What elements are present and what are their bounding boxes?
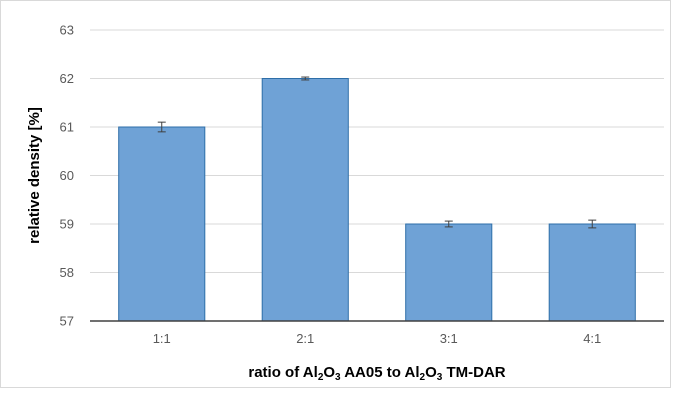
x-tick-label: 2:1 — [296, 331, 314, 346]
x-axis-title-subscript: 3 — [335, 372, 341, 383]
y-axis-title: relative density [%] — [26, 107, 43, 244]
bars — [118, 78, 636, 322]
error-bar — [301, 76, 310, 81]
x-axis-title-segment: AA05 to Al — [341, 364, 420, 381]
x-axis-title-segment: O — [323, 364, 335, 381]
bar — [118, 126, 206, 322]
y-tick-label: 60 — [60, 168, 74, 183]
y-tick-label: 57 — [60, 314, 74, 329]
bar — [548, 223, 636, 322]
y-tick-label: 58 — [60, 265, 74, 280]
x-axis-title-subscript: 2 — [318, 372, 324, 383]
bar — [405, 223, 493, 322]
x-tick-labels: 1:1 2:1 3:1 4:1 — [153, 331, 602, 346]
x-tick-label: 4:1 — [583, 331, 601, 346]
x-axis-title-segment: TM-DAR — [442, 364, 505, 381]
y-tick-label: 62 — [60, 71, 74, 86]
x-axis-title-subscript: 2 — [420, 372, 426, 383]
x-axis-title-segment: O — [425, 364, 437, 381]
x-tick-label: 3:1 — [440, 331, 458, 346]
error-bar — [157, 121, 166, 133]
y-tick-labels: 57 58 59 60 61 62 63 — [60, 23, 74, 329]
x-tick-label: 1:1 — [153, 331, 171, 346]
error-bar — [444, 220, 453, 228]
y-tick-label: 59 — [60, 217, 74, 232]
error-bar — [588, 219, 597, 229]
bar — [261, 78, 349, 322]
x-axis-title: ratio of Al2O3 AA05 to Al2O3 TM-DAR — [248, 364, 505, 383]
y-tick-label: 63 — [60, 23, 74, 38]
x-axis-title-segment: ratio of Al — [248, 364, 317, 381]
x-axis-title-subscript: 3 — [437, 372, 443, 383]
y-tick-label: 61 — [60, 120, 74, 135]
error-bars — [157, 76, 597, 229]
